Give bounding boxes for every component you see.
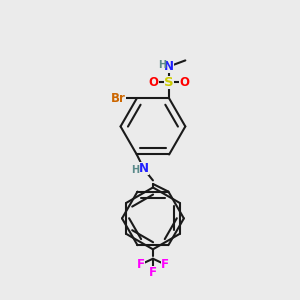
Text: F: F — [149, 266, 157, 279]
Text: H: H — [158, 59, 166, 70]
Text: O: O — [179, 76, 190, 89]
Text: N: N — [164, 60, 174, 74]
Text: O: O — [149, 76, 159, 89]
Text: N: N — [139, 162, 149, 175]
Text: F: F — [161, 258, 169, 271]
Text: F: F — [136, 258, 145, 271]
Text: H: H — [130, 165, 139, 175]
Text: S: S — [164, 76, 174, 89]
Text: Br: Br — [111, 92, 126, 105]
